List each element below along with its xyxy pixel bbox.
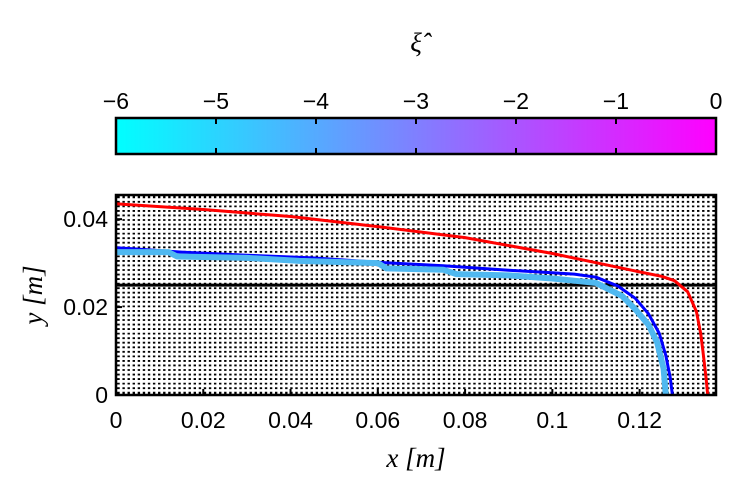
plot-area: 0 0.02 0.04 0.06 0.08 0.1 0.12 0 0.02 0.04 x [m]… [18,193,718,473]
y-axis-ticks: 0 0.02 0.04 [63,206,122,408]
y-tick-label: 0.02 [63,294,108,320]
y-tick-label: 0.04 [63,206,108,232]
colorbar-tick-label: 0 [710,88,723,114]
series-line [116,246,674,395]
colorbar: ξ̂ −6 −5 −4 −3 −2 −1 0 [103,28,723,156]
series-line [116,249,669,395]
colorbar-label: ξ̂ [410,28,433,58]
x-tick-label: 0.08 [443,407,488,433]
series-group [116,202,710,395]
y-tick-label: 0 [95,382,108,408]
colorbar-tick-label: −4 [303,88,329,114]
x-axis-ticks: 0 0.02 0.04 0.06 0.08 0.1 0.12 [110,389,662,433]
x-tick-label: 0.1 [536,407,568,433]
x-axis-label: x [m] [385,443,445,473]
series-line [116,202,710,395]
x-tick-label: 0.06 [355,407,400,433]
colorbar-tick-label: −2 [503,88,529,114]
colorbar-tick-label: −6 [103,88,129,114]
x-tick-label: 0 [110,407,123,433]
colorbar-tick-label: −3 [403,88,429,114]
colorbar-tick-label: −1 [603,88,629,114]
x-tick-label: 0.04 [268,407,313,433]
x-tick-label: 0.02 [181,407,226,433]
y-axis-label: y [m] [18,265,48,327]
plot-frame [114,193,718,397]
x-tick-label: 0.12 [617,407,662,433]
colorbar-tick-label: −5 [203,88,229,114]
colorbar-ticks: −6 −5 −4 −3 −2 −1 0 [103,88,723,154]
